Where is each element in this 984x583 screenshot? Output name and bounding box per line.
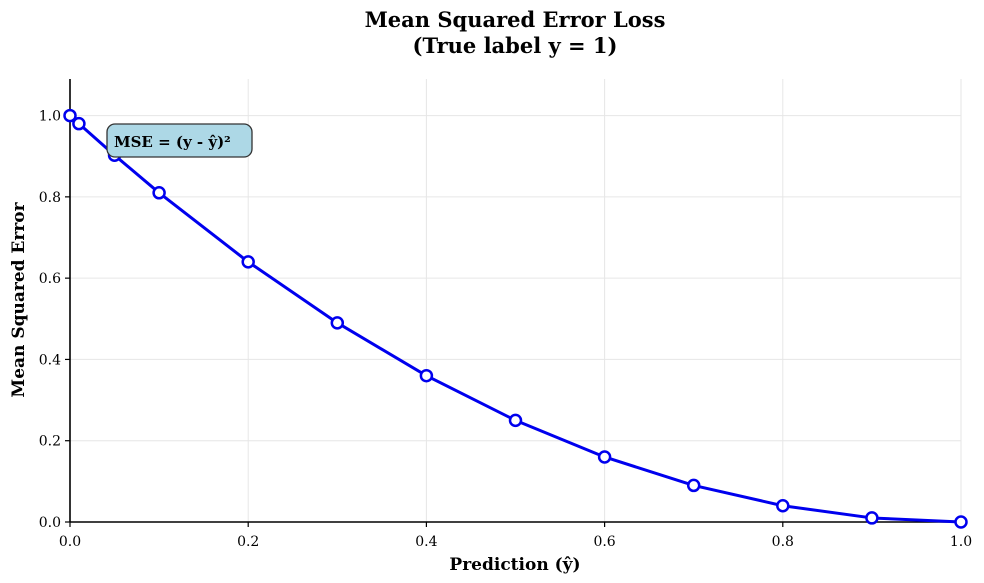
- y-tick-label: 0.8: [39, 190, 61, 206]
- axes-spines: [69, 79, 961, 523]
- data-point: [686, 478, 701, 493]
- data-point: [152, 186, 166, 200]
- chart-title-line1: Mean Squared Error Loss: [365, 7, 666, 32]
- y-tick-label: 0.0: [39, 515, 61, 531]
- y-axis-label: Mean Squared Error: [9, 201, 29, 397]
- data-point: [72, 116, 86, 131]
- series-group: [63, 108, 968, 529]
- x-tick-label: 0.6: [593, 534, 615, 550]
- x-axis-label: Prediction (ŷ): [449, 555, 580, 575]
- y-tick-label: 0.6: [39, 271, 61, 287]
- chart-title-line2: (True label y = 1): [413, 33, 618, 58]
- data-point: [63, 108, 77, 123]
- data-point: [508, 413, 523, 428]
- series-line-0: [68, 114, 962, 524]
- data-point: [597, 450, 612, 464]
- formula-annotation: MSE = (y - ŷ)²: [106, 123, 253, 158]
- data-point: [865, 511, 879, 525]
- y-tick-label: 0.2: [39, 434, 61, 450]
- grid-lines: [70, 79, 962, 522]
- data-point: [954, 515, 968, 529]
- data-point: [419, 368, 434, 383]
- x-tick-label: 1.0: [950, 534, 972, 550]
- data-point: [330, 316, 345, 330]
- annotation-box: [106, 123, 253, 158]
- x-tick-label: 0.8: [772, 534, 794, 550]
- x-tick-label: 0.0: [59, 534, 81, 550]
- x-tick-label: 0.2: [237, 534, 259, 550]
- data-point: [241, 255, 255, 269]
- x-tick-label: 0.4: [415, 534, 437, 550]
- annotation-text: MSE = (y - ŷ)²: [114, 133, 231, 151]
- data-point: [776, 498, 790, 513]
- y-tick-label: 1.0: [39, 109, 61, 125]
- y-tick-label: 0.4: [39, 352, 61, 368]
- axis-ticks: 0.0 0.2 0.4 0.6 0.8 1.0 0.0 0.2 0.4 0.6 0.8 1.0: [39, 109, 972, 550]
